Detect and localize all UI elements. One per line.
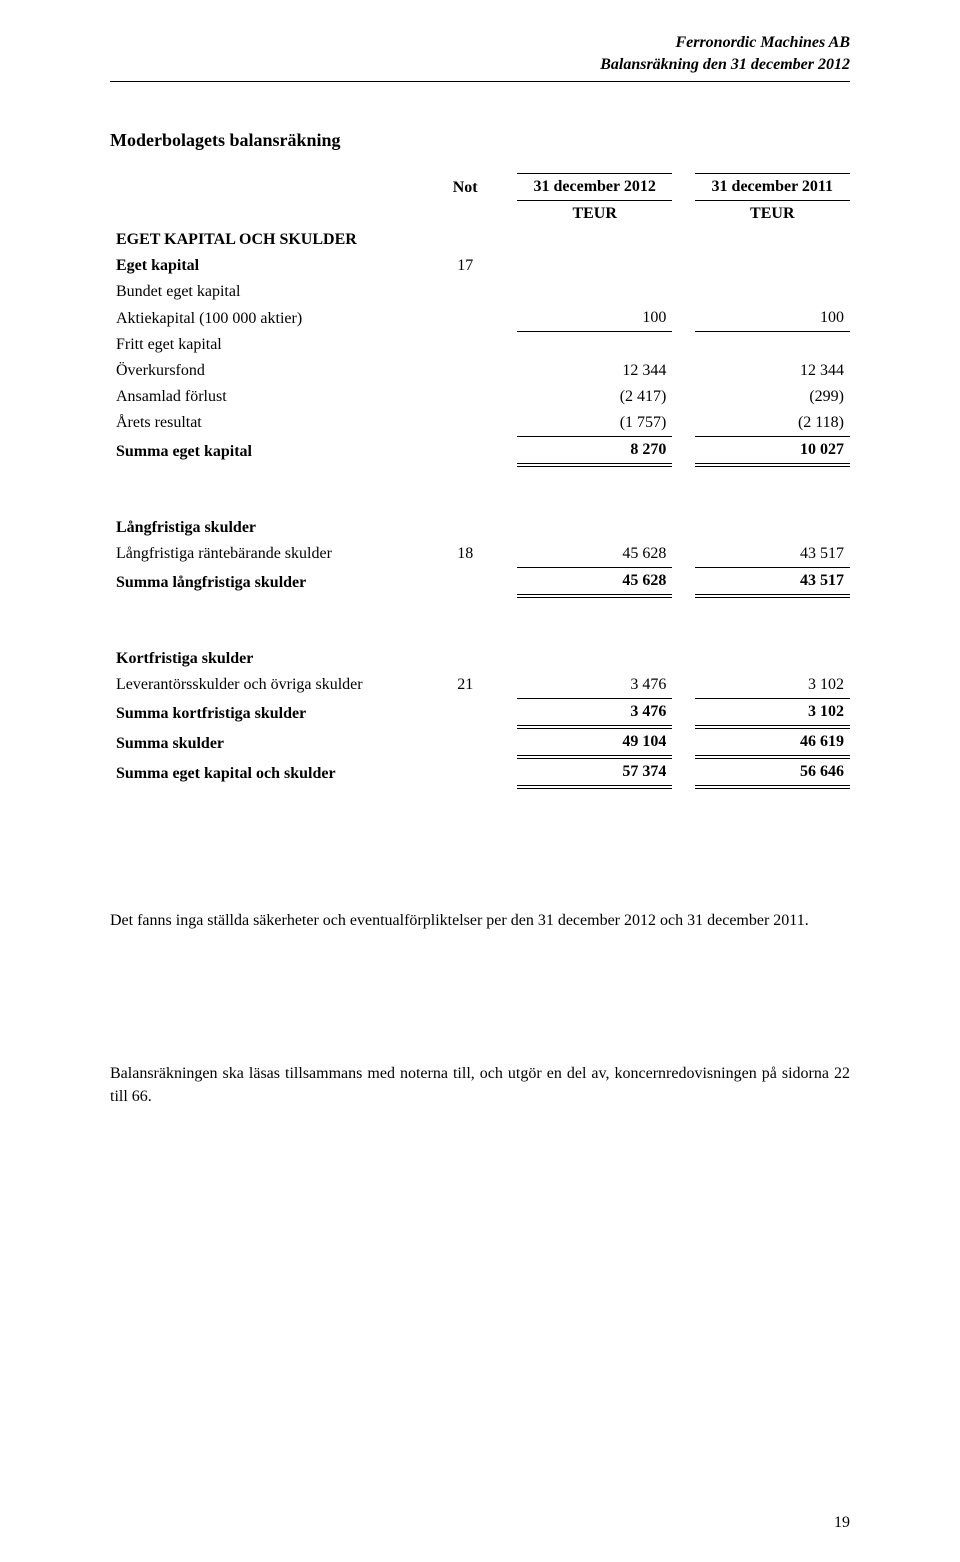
section-title: Moderbolagets balansräkning — [110, 130, 850, 151]
row-summa-eget-sk: Summa eget kapital och skulder 57 374 56… — [110, 757, 850, 787]
summa-skulder-v2: 46 619 — [695, 727, 850, 757]
row-aktiekapital: Aktiekapital (100 000 aktier) 100 100 — [110, 305, 850, 332]
eget-kapital-label: Eget kapital — [110, 253, 436, 279]
row-arets: Årets resultat (1 757) (2 118) — [110, 410, 850, 437]
lang-ranteb-note: 18 — [436, 541, 495, 568]
ansamlad-v2: (299) — [695, 384, 850, 410]
row-summa-skulder: Summa skulder 49 104 46 619 — [110, 727, 850, 757]
summa-lang-v1: 45 628 — [517, 567, 672, 596]
row-leverant: Leverantörsskulder och övriga skulder 21… — [110, 672, 850, 699]
summa-eget-sk-v2: 56 646 — [695, 757, 850, 787]
summa-skulder-v1: 49 104 — [517, 727, 672, 757]
bundet-label: Bundet eget kapital — [110, 279, 436, 305]
page-header: Ferronordic Machines AB Balansräkning de… — [110, 32, 850, 75]
arets-label: Årets resultat — [110, 410, 436, 437]
footnote-2: Balansräkningen ska läsas tillsammans me… — [110, 1062, 850, 1108]
leverant-v2: 3 102 — [695, 672, 850, 699]
row-summa-eget: Summa eget kapital 8 270 10 027 — [110, 436, 850, 465]
lang-ranteb-v1: 45 628 — [517, 541, 672, 568]
row-summa-lang: Summa långfristiga skulder 45 628 43 517 — [110, 567, 850, 596]
summa-lang-v2: 43 517 — [695, 567, 850, 596]
lang-ranteb-label: Långfristiga räntebärande skulder — [110, 541, 436, 568]
currency-2: TEUR — [695, 201, 850, 228]
header-row-periods: Not 31 december 2012 31 december 2011 — [110, 174, 850, 201]
aktiekapital-label: Aktiekapital (100 000 aktier) — [110, 305, 436, 332]
ansamlad-v1: (2 417) — [517, 384, 672, 410]
page-root: Ferronordic Machines AB Balansräkning de… — [0, 0, 960, 1562]
summa-lang-label: Summa långfristiga skulder — [110, 567, 436, 596]
row-equity-section: EGET KAPITAL OCH SKULDER — [110, 227, 850, 253]
header-company: Ferronordic Machines AB — [110, 32, 850, 54]
summa-skulder-label: Summa skulder — [110, 727, 436, 757]
leverant-v1: 3 476 — [517, 672, 672, 699]
arets-v2: (2 118) — [695, 410, 850, 437]
summa-kort-v2: 3 102 — [695, 698, 850, 727]
currency-row: TEUR TEUR — [110, 201, 850, 228]
overkursfond-label: Överkursfond — [110, 358, 436, 384]
summa-eget-sk-label: Summa eget kapital och skulder — [110, 757, 436, 787]
summa-eget-sk-v1: 57 374 — [517, 757, 672, 787]
lang-ranteb-v2: 43 517 — [695, 541, 850, 568]
row-ansamlad: Ansamlad förlust (2 417) (299) — [110, 384, 850, 410]
equity-section-label: EGET KAPITAL OCH SKULDER — [110, 227, 436, 253]
th-note: Not — [436, 174, 495, 201]
th-period2: 31 december 2011 — [695, 174, 850, 201]
leverant-note: 21 — [436, 672, 495, 699]
row-overkursfond: Överkursfond 12 344 12 344 — [110, 358, 850, 384]
row-lang-ranteb: Långfristiga räntebärande skulder 18 45 … — [110, 541, 850, 568]
summa-kort-v1: 3 476 — [517, 698, 672, 727]
eget-kapital-note: 17 — [436, 253, 495, 279]
row-kortfristiga-header: Kortfristiga skulder — [110, 646, 850, 672]
row-bundet: Bundet eget kapital — [110, 279, 850, 305]
overkursfond-v1: 12 344 — [517, 358, 672, 384]
balance-table: Not 31 december 2012 31 december 2011 TE… — [110, 173, 850, 789]
th-period1: 31 december 2012 — [517, 174, 672, 201]
row-summa-kort: Summa kortfristiga skulder 3 476 3 102 — [110, 698, 850, 727]
langfristiga-label: Långfristiga skulder — [110, 515, 436, 541]
aktiekapital-v2: 100 — [695, 305, 850, 332]
kortfristiga-label: Kortfristiga skulder — [110, 646, 436, 672]
currency-1: TEUR — [517, 201, 672, 228]
header-subtitle: Balansräkning den 31 december 2012 — [110, 54, 850, 76]
summa-eget-label: Summa eget kapital — [110, 436, 436, 465]
row-eget-kapital: Eget kapital 17 — [110, 253, 850, 279]
page-number: 19 — [834, 1514, 850, 1532]
summa-eget-v2: 10 027 — [695, 436, 850, 465]
row-fritt: Fritt eget kapital — [110, 332, 850, 358]
overkursfond-v2: 12 344 — [695, 358, 850, 384]
fritt-label: Fritt eget kapital — [110, 332, 436, 358]
summa-eget-v1: 8 270 — [517, 436, 672, 465]
ansamlad-label: Ansamlad förlust — [110, 384, 436, 410]
row-langfristiga-header: Långfristiga skulder — [110, 515, 850, 541]
aktiekapital-v1: 100 — [517, 305, 672, 332]
leverant-label: Leverantörsskulder och övriga skulder — [110, 672, 436, 699]
arets-v1: (1 757) — [517, 410, 672, 437]
header-underline — [110, 81, 850, 82]
footnote-1: Det fanns inga ställda säkerheter och ev… — [110, 909, 850, 932]
summa-kort-label: Summa kortfristiga skulder — [110, 698, 436, 727]
